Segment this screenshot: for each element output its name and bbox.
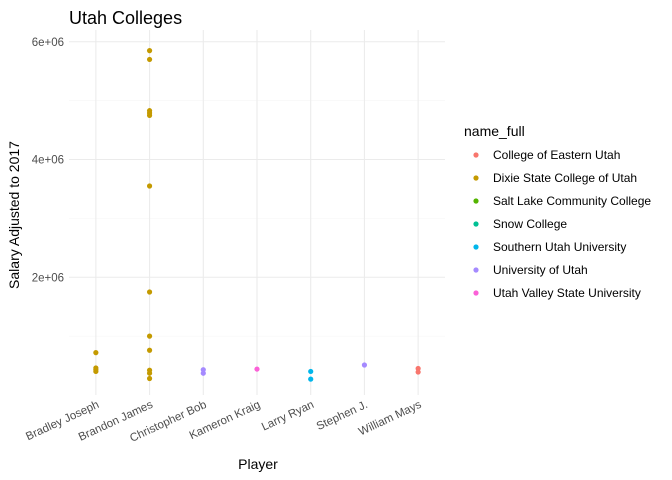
legend-key <box>473 290 479 296</box>
legend-key <box>473 267 479 273</box>
y-tick-label: 6e+06 <box>32 37 64 49</box>
data-point <box>146 112 153 118</box>
legend-key <box>473 175 479 181</box>
data-point <box>146 183 153 189</box>
data-point <box>146 333 153 339</box>
legend-key <box>473 221 479 227</box>
y-axis-title: Salary Adjusted to 2017 <box>6 141 22 289</box>
legend-label: Salt Lake Community College <box>493 194 651 208</box>
legend-label: Snow College <box>493 217 567 231</box>
data-point <box>146 375 153 382</box>
data-point <box>146 56 153 63</box>
y-tick-label: 2e+06 <box>32 272 64 284</box>
data-point <box>146 289 153 295</box>
data-point <box>308 368 314 375</box>
legend-label: Utah Valley State University <box>493 286 641 300</box>
y-tick-label: 4e+06 <box>32 155 64 167</box>
grid <box>69 30 445 395</box>
legend-label: College of Eastern Utah <box>493 148 620 162</box>
legend-label: Dixie State College of Utah <box>493 171 637 185</box>
data-point <box>146 347 153 353</box>
x-axis-title: Player <box>238 456 278 472</box>
legend: College of Eastern Utah Dixie State Colle… <box>473 148 651 300</box>
y-axis-ticks: 2e+06 4e+06 6e+06 <box>32 37 64 284</box>
data-points <box>93 48 421 382</box>
legend-title: name_full <box>464 123 525 139</box>
data-point <box>254 366 260 372</box>
data-point <box>146 370 153 376</box>
data-point <box>93 350 99 356</box>
legend-key <box>473 152 479 158</box>
legend-label: University of Utah <box>493 263 588 277</box>
data-point <box>146 48 153 54</box>
data-point <box>93 368 99 375</box>
legend-key <box>473 244 479 250</box>
data-point <box>200 370 206 376</box>
data-point <box>415 369 421 375</box>
legend-label: Southern Utah University <box>493 240 626 254</box>
chart-title: Utah Colleges <box>69 8 182 28</box>
data-point <box>308 376 314 382</box>
legend-key <box>473 198 479 204</box>
data-point <box>361 362 368 368</box>
